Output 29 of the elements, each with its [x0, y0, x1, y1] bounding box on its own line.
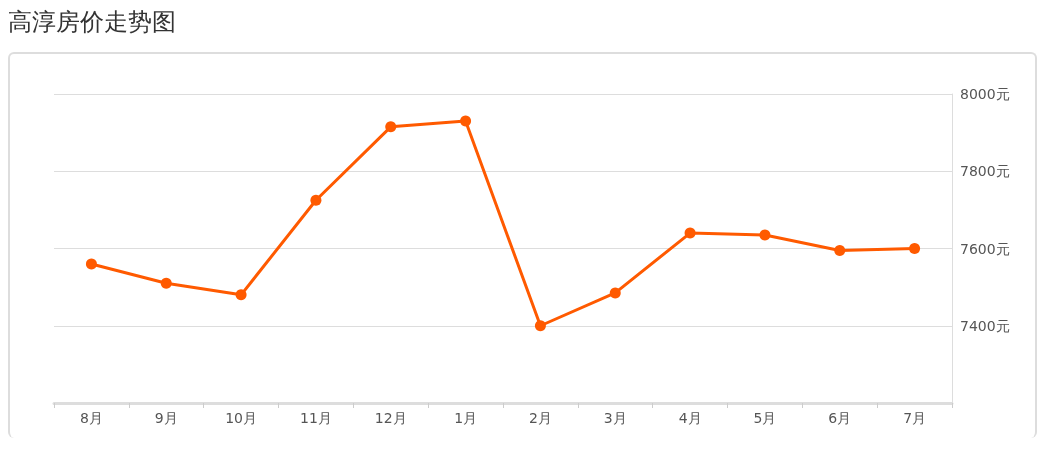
y-tick-label: 8000元 [960, 86, 1010, 102]
x-tick-label: 11月 [300, 410, 332, 426]
point [460, 115, 472, 127]
point [534, 320, 546, 332]
x-tick-label: 12月 [374, 410, 407, 426]
point [85, 258, 97, 270]
x-tick-label: 8月 [79, 410, 103, 426]
x-tick-label: 2月 [528, 410, 552, 426]
point [235, 289, 247, 301]
x-tick-label: 7月 [903, 410, 927, 426]
x-tick-label: 9月 [154, 410, 178, 426]
chart-title: 高淳房价走势图 [8, 8, 177, 38]
x-tick-label: 3月 [603, 410, 627, 426]
x-tick-label: 6月 [828, 410, 852, 426]
point [310, 194, 322, 206]
x-tick-label: 5月 [753, 410, 777, 426]
x-tick-label: 4月 [678, 410, 702, 426]
point [160, 277, 172, 289]
point [609, 287, 621, 299]
point [834, 244, 846, 256]
point [385, 121, 397, 133]
point [759, 229, 771, 241]
x-tick-label: 1月 [454, 410, 478, 426]
point [684, 227, 696, 239]
y-tick-label: 7400元 [960, 317, 1010, 334]
y-tick-label: 7600元 [960, 240, 1010, 257]
point [909, 243, 921, 254]
x-tick-label: 10月 [225, 410, 257, 426]
y-tick-label: 7800元 [960, 163, 1010, 180]
